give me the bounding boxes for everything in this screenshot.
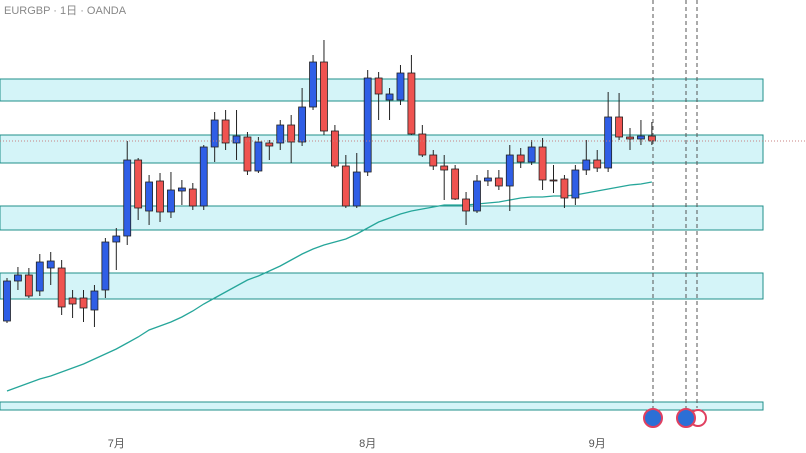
candle-body bbox=[35, 261, 44, 292]
candle-body bbox=[473, 180, 481, 212]
event-icon[interactable] bbox=[643, 408, 663, 428]
candle-body bbox=[505, 154, 514, 187]
candle-body bbox=[571, 169, 580, 199]
candle-body bbox=[560, 178, 569, 199]
candle-body bbox=[309, 61, 317, 108]
zone bbox=[0, 205, 764, 231]
candle-body bbox=[320, 61, 328, 132]
zone bbox=[0, 401, 764, 411]
candle-body bbox=[604, 116, 613, 169]
candle-body bbox=[276, 124, 285, 144]
candle-body bbox=[68, 297, 77, 305]
candle-body bbox=[418, 133, 427, 156]
candle-body bbox=[232, 135, 241, 144]
candle-body bbox=[177, 187, 186, 192]
chart-title: EURGBP · 1日 · OANDA bbox=[4, 5, 127, 17]
event-lines bbox=[652, 0, 698, 408]
candle-body bbox=[46, 260, 55, 269]
candle-body bbox=[374, 77, 383, 95]
candle-body bbox=[199, 146, 208, 207]
candle-body bbox=[352, 171, 361, 207]
x-tick-label: 8月 bbox=[359, 438, 376, 450]
candle-body bbox=[298, 106, 307, 143]
candle-body bbox=[79, 297, 88, 309]
candle-body bbox=[123, 159, 132, 237]
moving-average bbox=[6, 181, 652, 392]
candle-body bbox=[134, 159, 143, 209]
candle-body bbox=[615, 116, 623, 138]
zone bbox=[0, 272, 764, 300]
candle-body bbox=[647, 135, 656, 142]
candle-body bbox=[24, 274, 33, 297]
candle-body bbox=[341, 165, 350, 207]
candle-body bbox=[254, 141, 263, 172]
candle-body bbox=[462, 198, 470, 212]
candle-body bbox=[57, 267, 66, 308]
event-icons[interactable] bbox=[643, 408, 707, 428]
candle-body bbox=[221, 119, 230, 144]
candle-body bbox=[516, 154, 525, 163]
candle-body bbox=[549, 179, 558, 182]
candle-body bbox=[440, 165, 449, 171]
candle-body bbox=[527, 146, 536, 163]
candle-body bbox=[210, 119, 219, 148]
candle-body bbox=[626, 136, 634, 140]
candle-body bbox=[451, 168, 460, 200]
candle-body bbox=[90, 290, 99, 311]
candle-body bbox=[243, 136, 252, 172]
plot bbox=[0, 40, 806, 411]
candle-body bbox=[385, 93, 394, 101]
candle-body bbox=[101, 241, 110, 291]
candle-body bbox=[330, 130, 339, 167]
candle-body bbox=[156, 180, 164, 213]
candle-body bbox=[112, 235, 121, 243]
candle-body bbox=[396, 72, 405, 101]
candle-body bbox=[145, 181, 153, 212]
candle-body bbox=[287, 124, 296, 143]
candle-body bbox=[167, 189, 175, 213]
candle-body bbox=[538, 146, 547, 181]
candle-body bbox=[593, 159, 602, 169]
candle-body bbox=[429, 154, 438, 167]
candle-body bbox=[14, 274, 22, 282]
candle-body bbox=[494, 177, 503, 187]
candle-body bbox=[188, 188, 197, 207]
candle-body bbox=[363, 77, 372, 173]
candle-body bbox=[407, 72, 416, 135]
event-icon[interactable] bbox=[676, 408, 696, 428]
candle-body bbox=[3, 280, 11, 322]
x-tick-label: 9月 bbox=[589, 438, 606, 450]
candle-body bbox=[484, 177, 492, 182]
candle-body bbox=[637, 135, 645, 140]
candle-body bbox=[582, 159, 591, 171]
x-tick-label: 7月 bbox=[108, 438, 125, 450]
candle-body bbox=[265, 142, 274, 147]
